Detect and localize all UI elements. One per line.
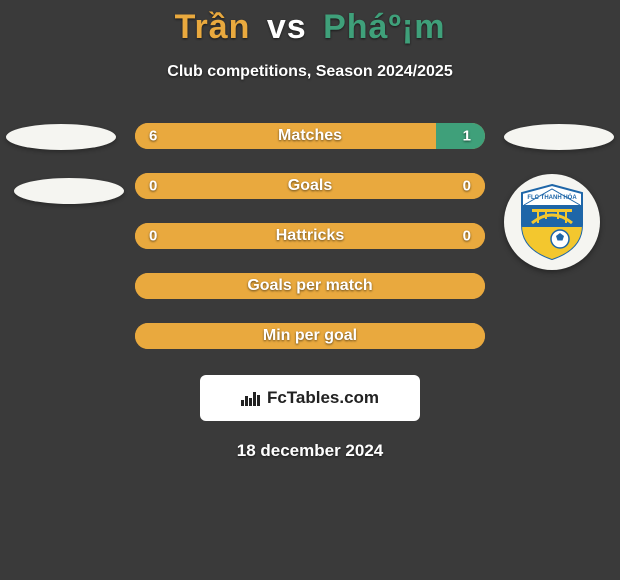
stat-label: Matches [278, 127, 342, 145]
vs-text: vs [267, 8, 307, 46]
stat-row: Matches 6 1 [135, 123, 485, 149]
subtitle: Club competitions, Season 2024/2025 [167, 63, 452, 81]
stat-value-right: 0 [463, 178, 471, 195]
stat-label: Min per goal [263, 327, 357, 345]
player2-club-badge: FLC THANH HÓA [504, 174, 600, 270]
player1-oval-2 [14, 178, 124, 204]
stat-value-right: 0 [463, 228, 471, 245]
player2-name: Pháº¡m [323, 8, 445, 46]
attribution-box: FcTables.com [200, 375, 420, 421]
comparison-title: Trần vs Pháº¡m [175, 8, 446, 47]
attribution-text: FcTables.com [267, 388, 379, 408]
stat-row: Hattricks 0 0 [135, 223, 485, 249]
player2-oval-1 [504, 124, 614, 150]
stat-value-left: 6 [149, 128, 157, 145]
bars-icon [241, 390, 261, 406]
stat-value-right: 1 [463, 128, 471, 145]
bar-right-segment [436, 123, 485, 149]
stat-label: Goals per match [247, 277, 372, 295]
shield-icon: FLC THANH HÓA [518, 183, 586, 261]
badge-top-text: FLC THANH HÓA [527, 193, 577, 201]
stat-value-left: 0 [149, 228, 157, 245]
stat-row: Min per goal [135, 323, 485, 349]
stat-value-left: 0 [149, 178, 157, 195]
player1-oval-1 [6, 124, 116, 150]
player1-name: Trần [175, 8, 251, 46]
stat-row: Goals 0 0 [135, 173, 485, 199]
stat-label: Goals [288, 177, 332, 195]
stat-row: Goals per match [135, 273, 485, 299]
date-text: 18 december 2024 [237, 441, 384, 461]
stat-label: Hattricks [276, 227, 344, 245]
